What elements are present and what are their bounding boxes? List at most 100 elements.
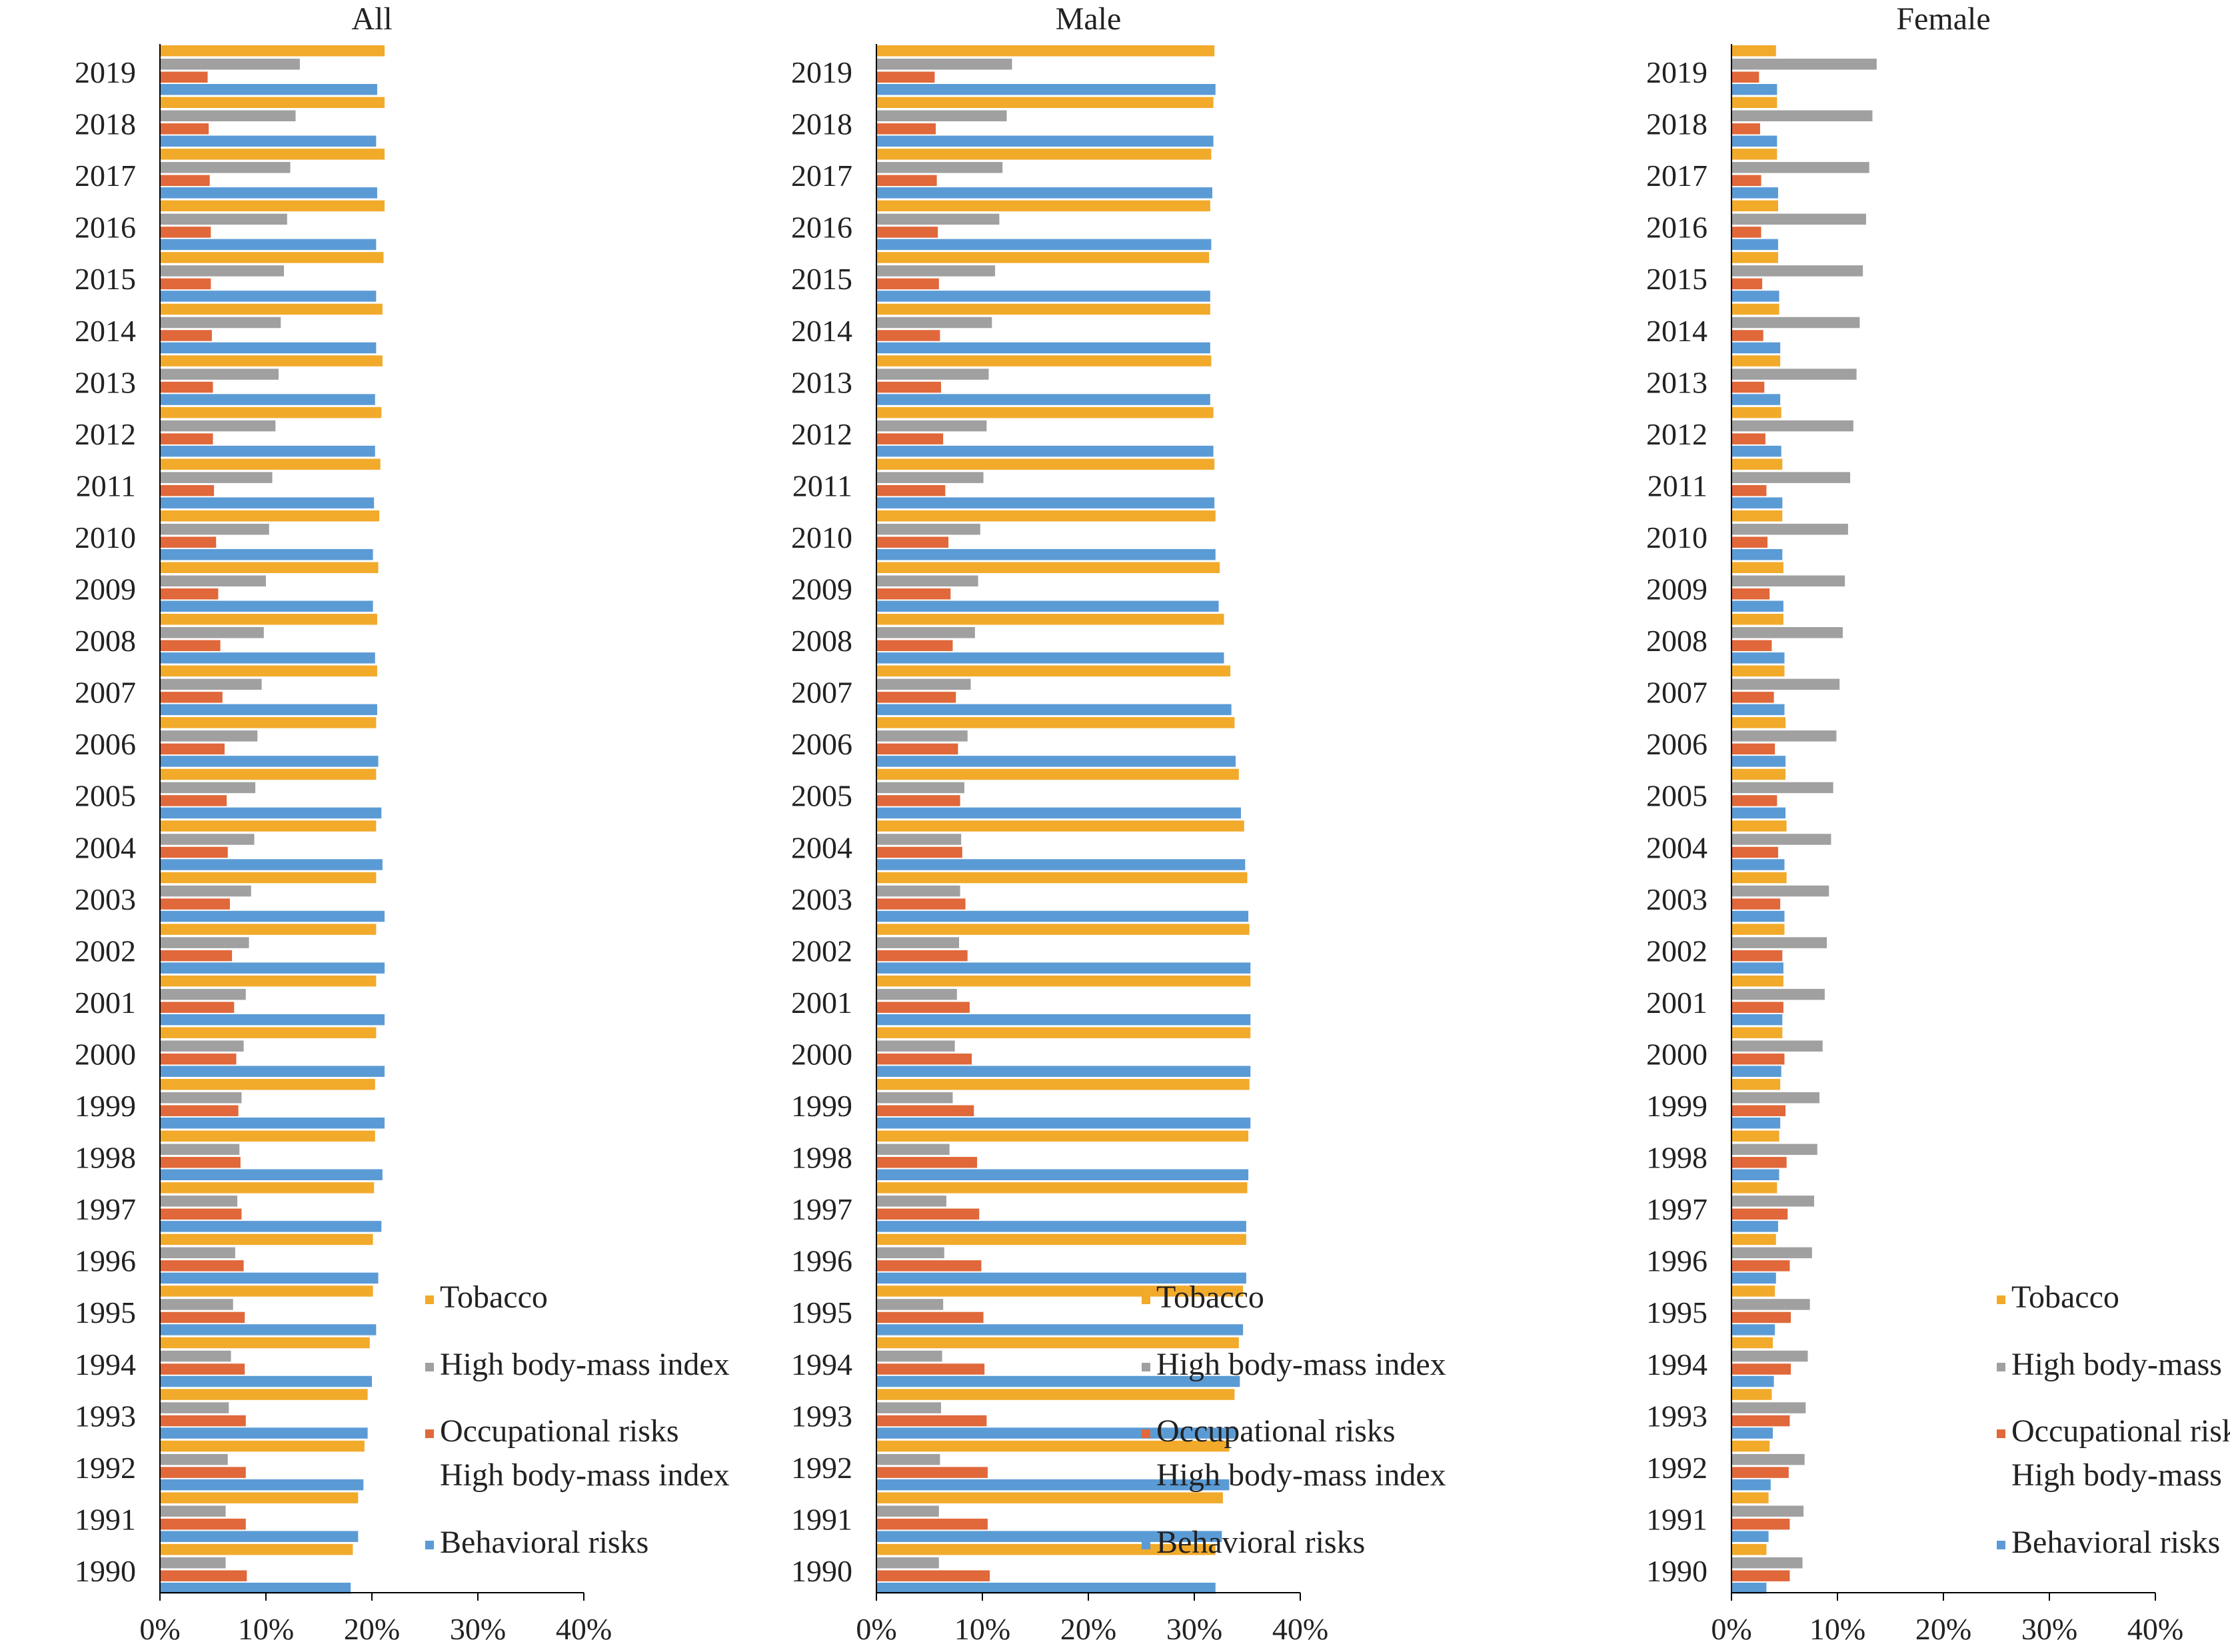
bar-occupational-1999 xyxy=(160,1105,239,1116)
bar-tobacco-2009 xyxy=(876,562,1220,573)
bar-tobacco-1994 xyxy=(160,1337,370,1349)
bar-tobacco-1992 xyxy=(1731,1440,1770,1452)
bar-behavioral-2003 xyxy=(160,910,385,922)
bar-occupational-1995 xyxy=(876,1311,984,1323)
year-tick-label: 2009 xyxy=(791,572,852,606)
bar-bmi-1997 xyxy=(160,1196,238,1207)
bar-behavioral-2018 xyxy=(1731,135,1777,147)
year-tick-label: 2019 xyxy=(1646,55,1707,89)
bar-occupational-2006 xyxy=(1731,743,1775,755)
bar-tobacco-1993 xyxy=(1731,1389,1772,1400)
bar-occupational-2019 xyxy=(1731,71,1759,83)
bar-bmi-2013 xyxy=(876,369,989,380)
bar-tobacco-2019 xyxy=(160,45,385,57)
legend-swatch-behavioral xyxy=(1142,1541,1150,1549)
bar-bmi-2007 xyxy=(1731,678,1840,690)
bar-occupational-2015 xyxy=(1731,278,1763,290)
legend: Tobacco High body-mass index Occupational … xyxy=(1997,1279,2230,1560)
year-tick-label: 2014 xyxy=(75,314,136,348)
year-tick-label: 1997 xyxy=(791,1192,852,1226)
bar-occupational-2017 xyxy=(876,175,937,187)
bar-occupational-1990 xyxy=(876,1570,990,1581)
bar-bmi-1999 xyxy=(876,1092,953,1104)
bar-tobacco-2018 xyxy=(876,97,1214,109)
bar-occupational-2017 xyxy=(1731,175,1761,187)
bar-tobacco-2006 xyxy=(1731,717,1786,728)
year-tick-label: 2015 xyxy=(1646,262,1707,296)
bar-bmi-2016 xyxy=(160,213,287,225)
bar-tobacco-2018 xyxy=(160,97,385,109)
bar-behavioral-2000 xyxy=(876,1066,1251,1077)
bar-behavioral-2016 xyxy=(876,239,1212,251)
bar-behavioral-2011 xyxy=(1731,497,1783,508)
bar-tobacco-2007 xyxy=(1731,665,1785,677)
bar-bmi-1996 xyxy=(1731,1247,1812,1259)
bar-tobacco-2009 xyxy=(1731,562,1783,573)
bar-occupational-1998 xyxy=(160,1157,241,1168)
bar-behavioral-2015 xyxy=(876,291,1210,302)
bar-behavioral-1996 xyxy=(160,1272,379,1284)
year-tick-label: 1998 xyxy=(75,1141,136,1175)
year-tick-label: 1991 xyxy=(1646,1502,1707,1536)
bar-behavioral-2002 xyxy=(160,962,385,974)
bar-bmi-2014 xyxy=(160,317,281,329)
bar-behavioral-2008 xyxy=(876,652,1224,664)
bar-bmi-2016 xyxy=(1731,213,1866,225)
x-tick-label: 10% xyxy=(954,1612,1010,1646)
bar-bmi-2018 xyxy=(1731,110,1873,122)
year-tick-label: 2006 xyxy=(75,727,136,761)
bar-behavioral-1990 xyxy=(876,1582,1216,1594)
bar-behavioral-2010 xyxy=(160,548,373,560)
bar-behavioral-2014 xyxy=(876,342,1210,354)
bar-behavioral-2006 xyxy=(1731,756,1786,767)
x-tick-label: 20% xyxy=(1915,1612,1971,1646)
bar-behavioral-1993 xyxy=(160,1427,368,1439)
bar-occupational-2012 xyxy=(1731,433,1765,444)
bar-behavioral-2001 xyxy=(160,1014,385,1026)
bar-tobacco-2008 xyxy=(876,614,1224,625)
x-tick-label: 40% xyxy=(556,1612,612,1646)
bar-occupational-2003 xyxy=(160,898,230,910)
bar-bmi-2009 xyxy=(876,575,978,586)
legend-swatch-occupational xyxy=(1142,1429,1150,1438)
bar-bmi-2004 xyxy=(876,834,962,845)
year-tick-label: 2012 xyxy=(791,417,852,451)
bar-behavioral-1997 xyxy=(876,1221,1246,1232)
legend-swatch-occupational xyxy=(1997,1429,2005,1438)
bar-tobacco-1990 xyxy=(876,1543,1216,1555)
bar-behavioral-2002 xyxy=(876,962,1251,974)
year-tick-label: 1995 xyxy=(791,1295,852,1329)
bar-occupational-1994 xyxy=(1731,1363,1791,1375)
bar-behavioral-1998 xyxy=(1731,1169,1779,1181)
bar-bmi-1992 xyxy=(1731,1453,1805,1465)
bar-behavioral-1996 xyxy=(876,1272,1246,1284)
bar-bmi-2013 xyxy=(160,369,279,380)
bar-bmi-2005 xyxy=(1731,782,1833,794)
legend-swatch-tobacco xyxy=(1997,1295,2005,1304)
bar-tobacco-2006 xyxy=(160,717,377,728)
year-tick-label: 2004 xyxy=(1646,830,1707,864)
bar-bmi-1990 xyxy=(876,1557,939,1569)
bar-occupational-2011 xyxy=(876,484,946,496)
bar-tobacco-1991 xyxy=(876,1492,1223,1503)
year-tick-label: 1995 xyxy=(1646,1295,1707,1329)
legend-swatch-tobacco xyxy=(1142,1295,1150,1304)
bar-occupational-2003 xyxy=(1731,898,1781,910)
bar-bmi-2002 xyxy=(1731,937,1827,948)
bar-tobacco-2005 xyxy=(876,768,1239,780)
bar-bmi-2015 xyxy=(1731,265,1863,277)
bar-tobacco-2006 xyxy=(876,717,1235,728)
bar-bmi-2004 xyxy=(160,834,255,845)
bar-occupational-2007 xyxy=(160,692,223,703)
bar-bmi-2001 xyxy=(160,988,246,1000)
year-tick-label: 2015 xyxy=(75,262,136,296)
bar-tobacco-2000 xyxy=(876,1027,1251,1038)
year-tick-label: 1992 xyxy=(75,1451,136,1485)
bar-occupational-2001 xyxy=(1731,1002,1783,1013)
year-tick-label: 2018 xyxy=(75,107,136,141)
bar-occupational-1997 xyxy=(160,1208,242,1220)
legend-label-bmi: High body-mass index xyxy=(440,1347,730,1382)
bar-bmi-2014 xyxy=(876,317,992,329)
bar-behavioral-2007 xyxy=(876,704,1232,716)
year-tick-label: 2004 xyxy=(75,830,136,864)
